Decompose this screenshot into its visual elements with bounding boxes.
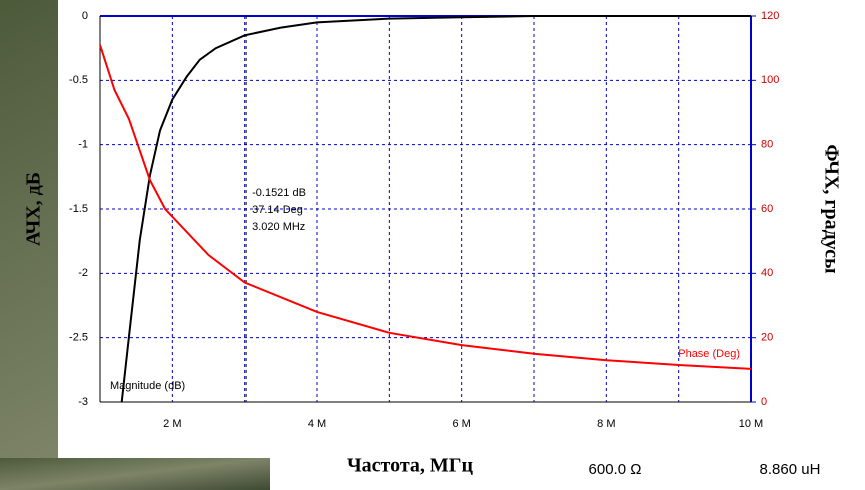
x-axis-title: Частота, МГц <box>347 455 474 477</box>
x-tick-label: 2 M <box>163 418 181 430</box>
y2-tick-label: 120 <box>761 10 779 22</box>
footer-text: 600.0 Ω <box>589 461 642 478</box>
y2-axis-title: ФЧХ, градусы <box>820 144 842 274</box>
y-axis-title: АЧХ, дБ <box>23 172 45 246</box>
cursor-label: -0.1521 dB <box>252 187 306 199</box>
y2-tick-label: 20 <box>761 332 773 344</box>
y2-tick-label: 0 <box>761 396 767 408</box>
y-tick-label: -2.5 <box>69 332 88 344</box>
x-tick-label: 6 M <box>452 418 470 430</box>
cursor-label: 3.020 MHz <box>252 221 305 233</box>
series-line <box>99 44 752 370</box>
x-tick-label: 4 M <box>308 418 326 430</box>
x-tick-label: 8 M <box>597 418 615 430</box>
y2-tick-label: 60 <box>761 203 773 215</box>
series-label: Magnitude (dB) <box>110 380 185 392</box>
y-tick-label: -1 <box>78 139 88 151</box>
y-tick-label: -3 <box>78 396 88 408</box>
footer-text: 8.860 uH <box>760 461 821 478</box>
y2-tick-label: 100 <box>761 74 779 86</box>
x-tick-label: 10 M <box>739 418 763 430</box>
series-label: Phase (Deg) <box>678 348 740 360</box>
y-tick-label: -1.5 <box>69 203 88 215</box>
y2-tick-label: 40 <box>761 267 773 279</box>
y-tick-label: 0 <box>82 10 88 22</box>
y-tick-label: -2 <box>78 267 88 279</box>
y2-tick-label: 80 <box>761 139 773 151</box>
y-tick-label: -0.5 <box>69 74 88 86</box>
cursor-label: 37.14 Deg <box>252 204 303 216</box>
series-line <box>120 15 751 403</box>
background-photo <box>0 458 270 490</box>
